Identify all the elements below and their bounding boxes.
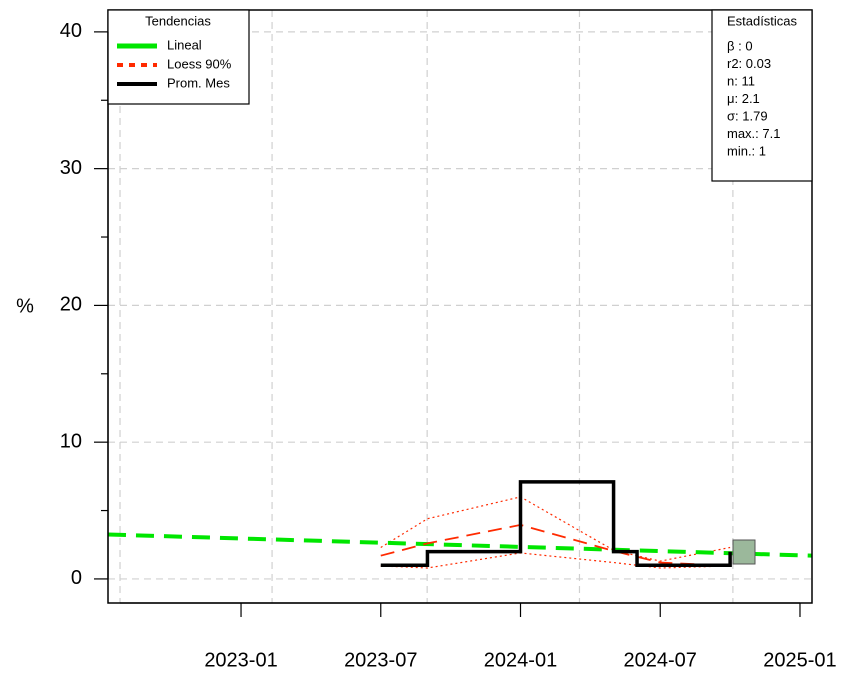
stats-box	[711, 9, 813, 182]
series-line	[107, 532, 813, 558]
x-tick-label: 2025-01	[763, 649, 836, 671]
y-tick-label: 40	[60, 20, 82, 42]
series-line	[380, 480, 732, 568]
x-tick-label: 2023-07	[344, 649, 417, 671]
legend-label: Loess 90%	[167, 56, 232, 71]
series-line	[380, 523, 731, 567]
stat-line: β : 0	[727, 38, 753, 53]
legend-label: Prom. Mes	[167, 75, 230, 90]
legend-label: Lineal	[167, 37, 202, 52]
marks	[107, 480, 813, 569]
loess-band-upper	[380, 496, 731, 562]
stat-line: n: 11	[727, 73, 755, 88]
stat-line: σ: 1.79	[727, 108, 768, 123]
stat-line: r2: 0.03	[727, 56, 771, 71]
icon	[732, 539, 756, 565]
x-tick-label: 2024-07	[624, 649, 697, 671]
stat-line: max.: 7.1	[727, 126, 780, 141]
stat-line: min.: 1	[727, 143, 766, 158]
x-tick-label: 2023-01	[204, 649, 277, 671]
y-axis-label: %	[16, 295, 34, 317]
y-tick-label: 10	[60, 430, 82, 452]
stats-title: Estadísticas	[727, 13, 798, 28]
legend-box	[107, 9, 250, 105]
x-tick-label: 2024-01	[484, 649, 557, 671]
legend-title: Tendencias	[145, 13, 211, 28]
y-tick-label: 30	[60, 157, 82, 179]
y-tick-label: 0	[71, 567, 82, 589]
stat-line: μ: 2.1	[727, 91, 760, 106]
legend: Tendencias Lineal Loess 90% Prom. Mes	[107, 9, 250, 105]
stats: Estadísticas β : 0 r2: 0.03 n: 11 μ: 2.1 σ: …	[711, 9, 813, 182]
grid	[108, 10, 812, 603]
y-tick-label: 20	[60, 294, 82, 316]
